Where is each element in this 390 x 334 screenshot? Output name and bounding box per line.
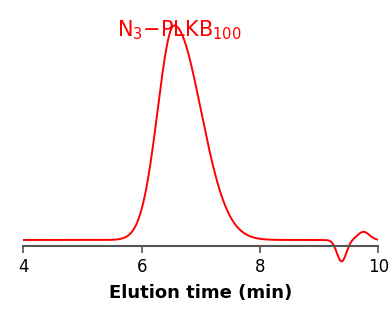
X-axis label: Elution time (min): Elution time (min): [109, 284, 292, 302]
Text: $\mathsf{N_3}$$\mathsf{-PLKB_{100}}$: $\mathsf{N_3}$$\mathsf{-PLKB_{100}}$: [117, 18, 242, 41]
